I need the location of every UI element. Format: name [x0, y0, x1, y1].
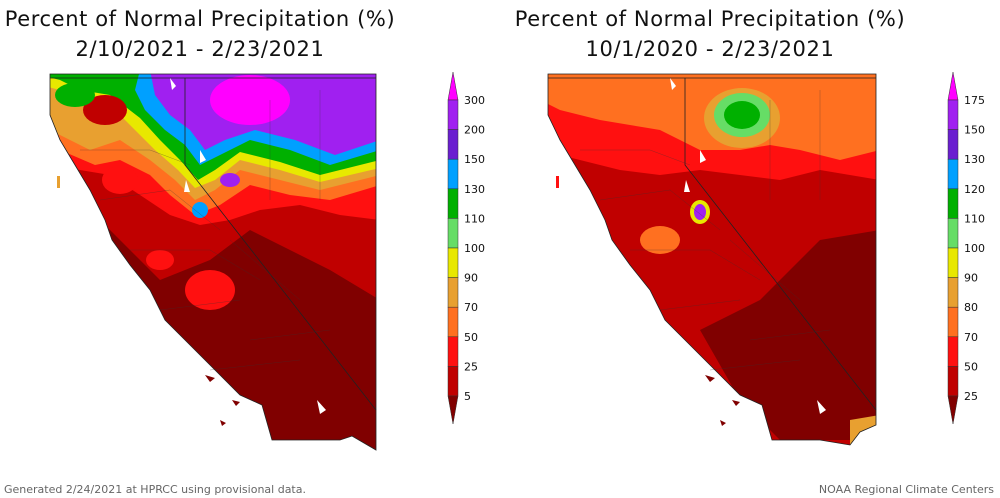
legend-color-band	[947, 99, 959, 130]
legend-tick-label: 25	[464, 360, 478, 373]
left-legend-colorbar: 300 200 150 130 110 100 90 70 50 25 5	[447, 71, 485, 425]
legend-tick-label: 90	[464, 272, 478, 285]
legend-tick-label: 110	[464, 212, 485, 225]
legend-tick-label: 150	[464, 153, 485, 166]
legend-color-band	[447, 366, 459, 397]
legend-tick-label: 70	[464, 301, 478, 314]
legend-color-band	[447, 336, 459, 367]
legend-color-band	[447, 218, 459, 249]
legend-tick-label: 200	[464, 124, 485, 137]
legend-color-band	[447, 99, 459, 130]
legend-tick-label: 50	[964, 360, 978, 373]
legend-tick-label: 100	[964, 242, 985, 255]
legend-color-band	[447, 158, 459, 190]
right-legend-colorbar: 175 150 130 120 110 100 90 80 70 50 25	[947, 71, 985, 425]
legend-tick-label: 50	[464, 331, 478, 344]
footer-generated-note: Generated 2/24/2021 at HPRCC using provi…	[4, 483, 306, 496]
right-map-title: Percent of Normal Precipitation (%) 10/1…	[510, 4, 910, 64]
legend-tick-label: 110	[964, 212, 985, 225]
right-title-date-range: 10/1/2020 - 2/23/2021	[585, 37, 835, 61]
legend-color-band	[947, 366, 959, 397]
legend-tick-label: 120	[964, 183, 985, 196]
left-map-title: Percent of Normal Precipitation (%) 2/10…	[0, 4, 400, 64]
legend-tick-label: 130	[464, 183, 485, 196]
legend-tick-label: 300	[464, 94, 485, 107]
legend-color-band	[447, 277, 459, 308]
legend-tick-label: 150	[964, 124, 985, 137]
right-title-line1: Percent of Normal Precipitation (%)	[514, 7, 906, 31]
legend-color-band	[947, 129, 959, 160]
legend-color-band	[947, 277, 959, 308]
legend-tick-label: 5	[464, 390, 471, 403]
right-precipitation-map	[547, 73, 877, 446]
legend-tick-label: 130	[964, 153, 985, 166]
legend-color-band	[447, 188, 459, 219]
left-title-line1: Percent of Normal Precipitation (%)	[4, 7, 396, 31]
legend-tick-label: 90	[964, 272, 978, 285]
legend-color-band	[947, 247, 959, 278]
legend-color-band	[947, 158, 959, 190]
left-precipitation-map	[49, 73, 377, 451]
legend-color-band	[947, 306, 959, 338]
legend-tick-label: 100	[464, 242, 485, 255]
footer-noaa-credit: NOAA Regional Climate Centers	[818, 483, 994, 496]
legend-color-band	[947, 336, 959, 367]
legend-color-band	[447, 306, 459, 338]
legend-tick-label: 25	[964, 390, 978, 403]
legend-color-band	[947, 188, 959, 219]
left-title-date-range: 2/10/2021 - 2/23/2021	[75, 37, 325, 61]
legend-tick-label: 70	[964, 331, 978, 344]
legend-bottom-arrow	[447, 395, 459, 425]
legend-bottom-arrow	[947, 395, 959, 425]
legend-color-band	[947, 218, 959, 249]
legend-color-band	[447, 247, 459, 278]
legend-top-arrow	[447, 71, 459, 101]
legend-color-band	[447, 129, 459, 160]
legend-tick-label: 175	[964, 94, 985, 107]
legend-top-arrow	[947, 71, 959, 101]
legend-tick-label: 80	[964, 301, 978, 314]
